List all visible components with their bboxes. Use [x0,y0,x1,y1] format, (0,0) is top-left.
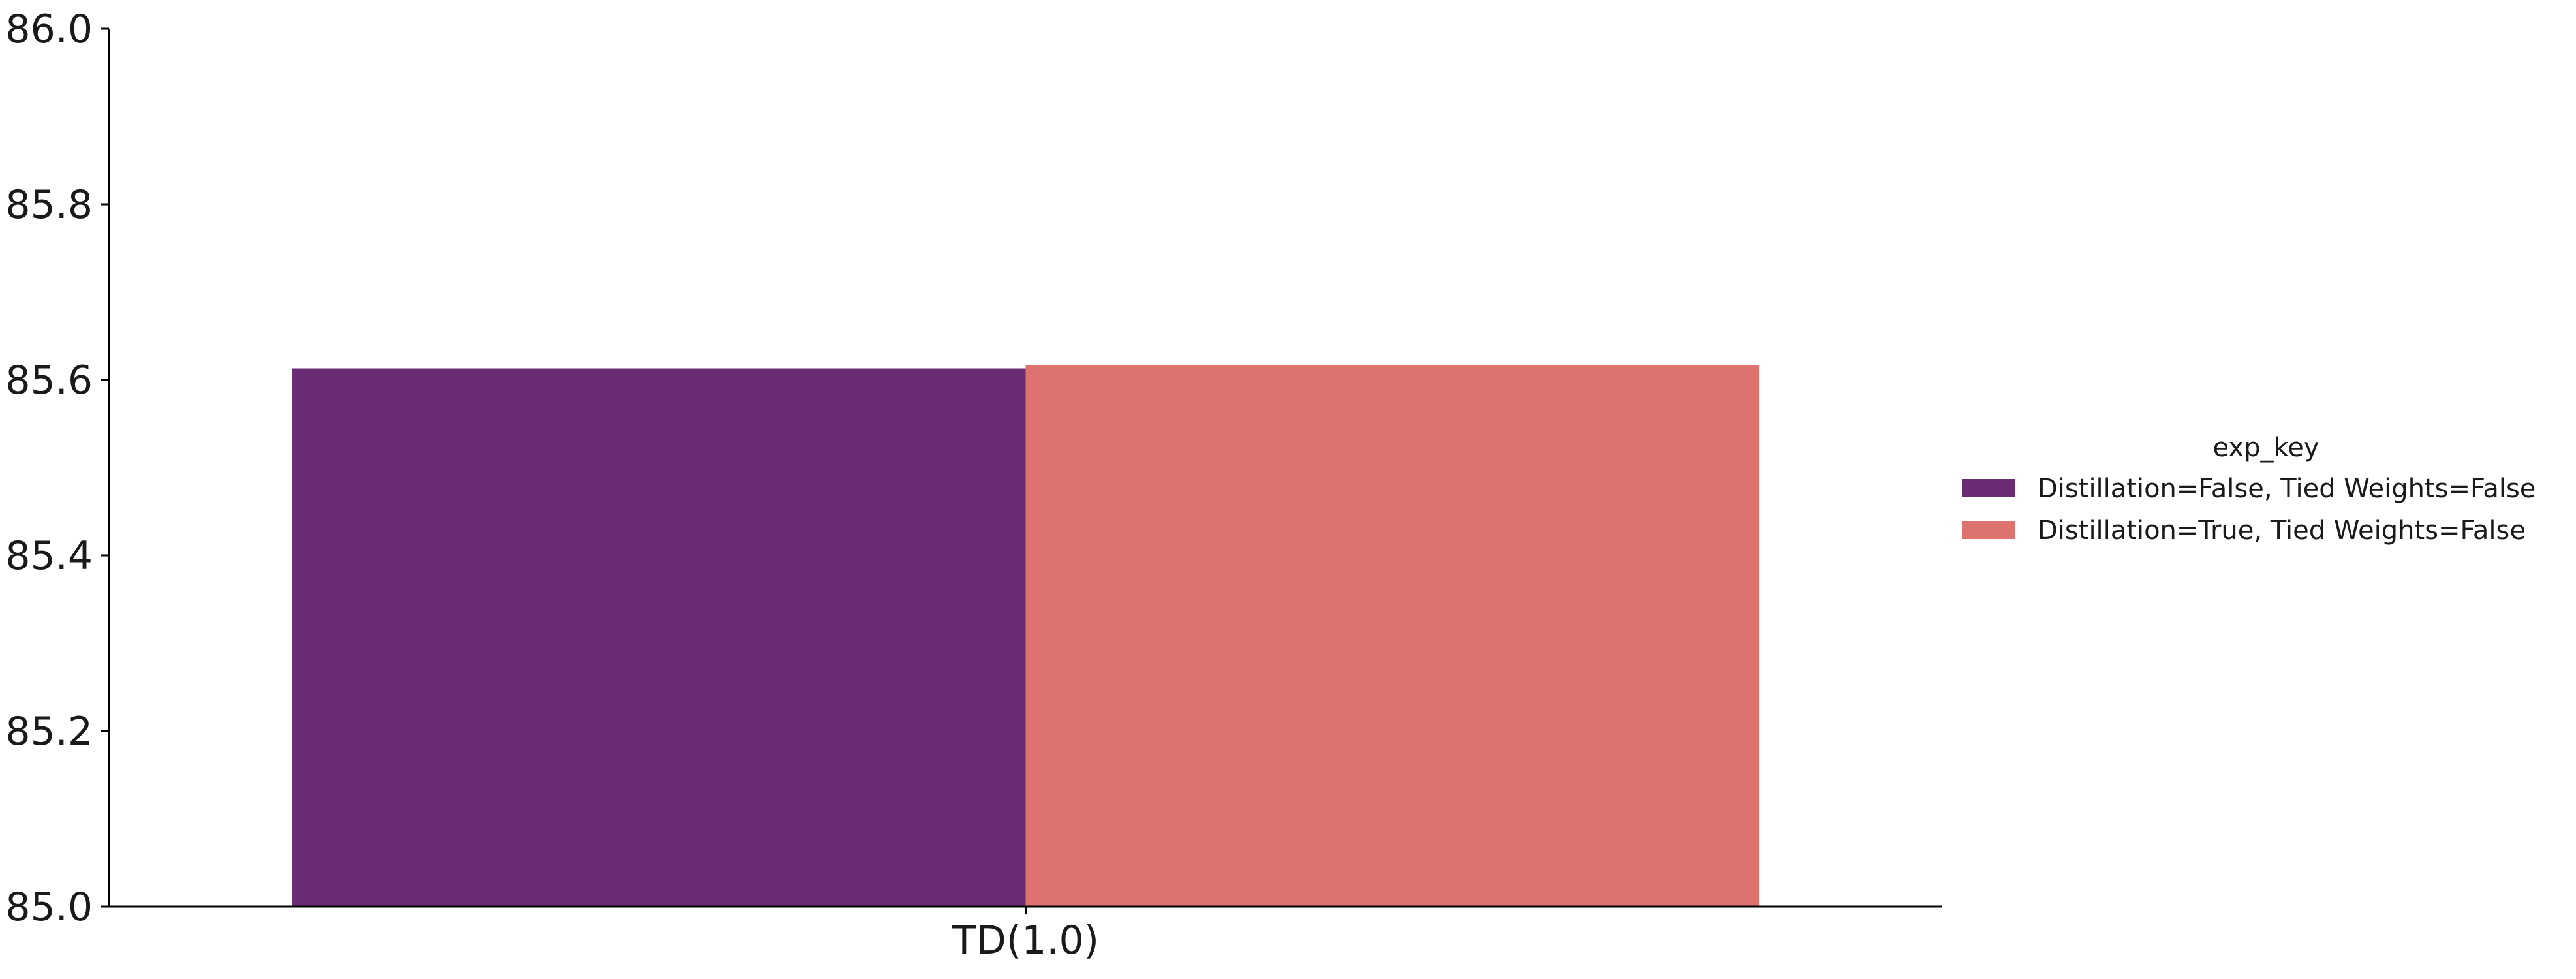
y-tick-label: 85.6 [5,358,93,403]
y-tick-label: 85.8 [5,182,93,228]
bar-series-2-TD(1.0) [1025,365,1760,907]
y-tick-label: 85.0 [5,884,93,930]
y-tick-label: 85.2 [5,709,93,754]
legend-title: exp_key [2213,433,2320,463]
y-axis-ticks: 85.0 85.2 85.4 85.6 85.8 86.0 [5,7,109,930]
legend-swatch-2 [1962,521,2015,539]
y-tick-label: 85.4 [5,533,93,579]
bar-series-1-TD(1.0) [292,368,1026,907]
y-tick-label: 86.0 [5,7,93,52]
x-tick-label: TD(1.0) [952,918,1099,963]
x-axis-ticks: TD(1.0) [952,907,1099,963]
legend-swatch-1 [1962,479,2015,497]
legend-items: Distillation=False, Tied Weights=False Di… [1962,474,2536,546]
bars-layer [292,365,1760,907]
legend: exp_key Distillation=False, Tied Weights… [1962,433,2536,546]
legend-label-1: Distillation=False, Tied Weights=False [2038,474,2536,504]
legend-label-2: Distillation=True, Tied Weights=False [2038,516,2526,546]
